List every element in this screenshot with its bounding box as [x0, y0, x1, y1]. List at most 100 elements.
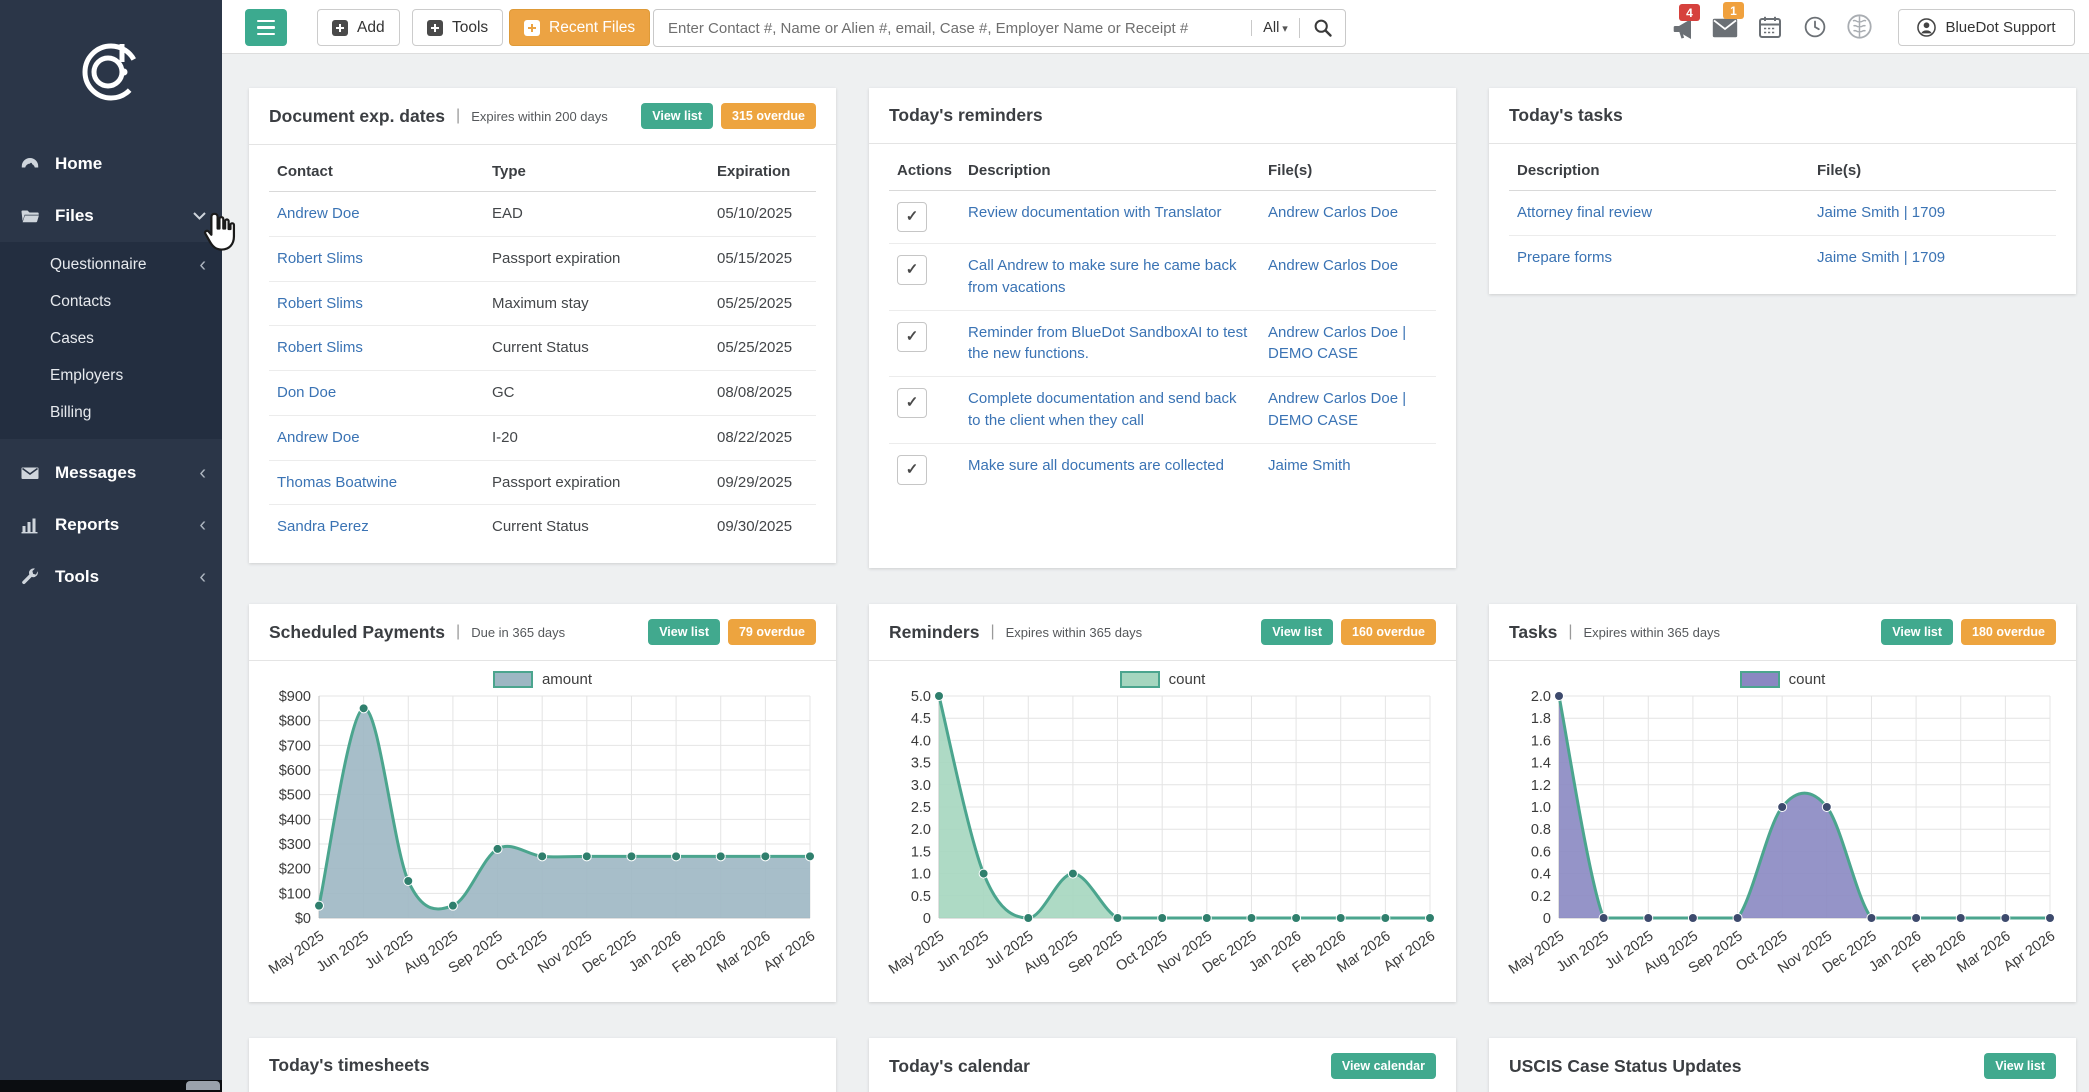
search-button[interactable]	[1299, 18, 1345, 38]
reminder-description-link[interactable]: Make sure all documents are collected	[968, 457, 1224, 474]
contact-link[interactable]: Robert Slims	[277, 339, 363, 356]
table-row: Andrew DoeI-2008/22/2025	[269, 415, 816, 460]
reminder-files-link[interactable]: Andrew Carlos Doe	[1268, 257, 1398, 274]
mail-badge[interactable]: 1	[1723, 2, 1744, 19]
legend-swatch	[1120, 671, 1160, 688]
recent-files-button[interactable]: Recent Files	[509, 9, 650, 46]
notification-badge[interactable]: 4	[1679, 4, 1700, 21]
reminder-checkbox[interactable]: ✓	[897, 202, 927, 232]
svg-text:0.8: 0.8	[1531, 822, 1551, 838]
contact-cell: Sandra Perez	[269, 505, 484, 549]
contact-link[interactable]: Thomas Boatwine	[277, 474, 397, 491]
contact-link[interactable]: Andrew Doe	[277, 429, 360, 446]
reminder-checkbox[interactable]: ✓	[897, 455, 927, 485]
add-button[interactable]: Add	[317, 9, 400, 46]
reminder-description-link[interactable]: Call Andrew to make sure he came back fr…	[968, 257, 1236, 296]
reminder-checkbox[interactable]: ✓	[897, 255, 927, 285]
svg-text:$200: $200	[279, 862, 311, 878]
topbar: Add Tools Recent Files All▾ 4 1	[222, 0, 2089, 54]
sidebar-item-reports[interactable]: Reports ‹	[0, 499, 222, 551]
sidebar-scroll-handle[interactable]	[186, 1081, 220, 1090]
chevron-down-icon	[193, 212, 206, 220]
reminder-files-link[interactable]: Jaime Smith	[1268, 457, 1351, 474]
expiration-cell: 05/25/2025	[709, 326, 816, 371]
reminder-files-link[interactable]: Andrew Carlos Doe | DEMO CASE	[1268, 390, 1406, 429]
contact-link[interactable]: Andrew Doe	[277, 205, 360, 222]
chevron-left-icon: ‹	[199, 567, 206, 587]
reminder-files-link[interactable]: Andrew Carlos Doe	[1268, 204, 1398, 221]
type-cell: GC	[484, 371, 709, 416]
reminder-description-link[interactable]: Reminder from BlueDot SandboxAI to test …	[968, 324, 1247, 363]
expiration-cell: 05/10/2025	[709, 192, 816, 237]
svg-text:May 2025: May 2025	[266, 928, 327, 978]
search-filter-dropdown[interactable]: All▾	[1251, 20, 1299, 36]
view-list-button[interactable]: View list	[1881, 619, 1953, 645]
mail-icon[interactable]	[1712, 17, 1738, 39]
contact-link[interactable]: Sandra Perez	[277, 518, 369, 535]
table-row: Prepare forms Jaime Smith | 1709	[1509, 235, 2056, 279]
sidebar-item-contacts[interactable]: Contacts	[0, 283, 222, 320]
reminder-description-link[interactable]: Review documentation with Translator	[968, 204, 1221, 221]
tools-button[interactable]: Tools	[412, 9, 503, 46]
actions-cell: ✓	[889, 310, 960, 377]
svg-text:3.0: 3.0	[911, 778, 931, 794]
view-list-button[interactable]: View list	[1261, 619, 1333, 645]
menu-toggle-button[interactable]	[245, 9, 287, 46]
column-header: Actions	[889, 148, 960, 191]
expiration-cell: 05/25/2025	[709, 281, 816, 326]
sidebar-item-employers[interactable]: Employers	[0, 357, 222, 394]
type-cell: Current Status	[484, 505, 709, 549]
overdue-badge-button[interactable]: 79 overdue	[728, 619, 816, 645]
svg-text:4.5: 4.5	[911, 711, 931, 727]
sidebar-item-files[interactable]: Files	[0, 190, 222, 242]
column-header: Expiration	[709, 149, 816, 192]
sidebar-item-billing[interactable]: Billing	[0, 394, 222, 431]
type-value: Current Status	[492, 518, 589, 535]
contact-link[interactable]: Don Doe	[277, 384, 336, 401]
reminder-checkbox[interactable]: ✓	[897, 388, 927, 418]
reminder-description-link[interactable]: Complete documentation and send back to …	[968, 390, 1237, 429]
actions-cell: ✓	[889, 191, 960, 244]
expiration-cell: 08/22/2025	[709, 415, 816, 460]
expiration-cell: 09/30/2025	[709, 505, 816, 549]
overdue-badge-button[interactable]: 315 overdue	[721, 103, 816, 129]
sidebar-item-home[interactable]: Home	[0, 138, 222, 190]
ai-brain-icon[interactable]	[1846, 13, 1873, 40]
sidebar-item-label: Reports	[55, 515, 119, 535]
support-account-button[interactable]: BlueDot Support	[1898, 9, 2075, 46]
search-input[interactable]	[654, 20, 1251, 37]
clock-icon[interactable]	[1804, 16, 1826, 38]
view-list-button[interactable]: View list	[648, 619, 720, 645]
card-tasks-chart: Tasks | Expires within 365 days View lis…	[1489, 604, 2076, 1002]
sidebar-item-tools[interactable]: Tools ‹	[0, 551, 222, 603]
app-logo[interactable]	[0, 0, 222, 138]
column-header: File(s)	[1809, 148, 2056, 191]
task-description-link[interactable]: Prepare forms	[1517, 249, 1612, 266]
table-row: Robert SlimsMaximum stay05/25/2025	[269, 281, 816, 326]
sidebar-item-cases[interactable]: Cases	[0, 320, 222, 357]
sidebar-item-messages[interactable]: Messages ‹	[0, 447, 222, 499]
view-calendar-button[interactable]: View calendar	[1331, 1053, 1436, 1079]
reminder-checkbox[interactable]: ✓	[897, 322, 927, 352]
contact-link[interactable]: Robert Slims	[277, 250, 363, 267]
view-list-button[interactable]: View list	[641, 103, 713, 129]
svg-text:2.5: 2.5	[911, 800, 931, 816]
type-value: Passport expiration	[492, 250, 620, 267]
global-search: All▾	[653, 9, 1346, 47]
svg-text:May 2025: May 2025	[1506, 928, 1567, 978]
sidebar-item-label: Billing	[50, 404, 91, 422]
sidebar-item-label: Files	[55, 206, 94, 226]
task-files-link[interactable]: Jaime Smith | 1709	[1817, 204, 1945, 221]
calendar-icon[interactable]	[1758, 15, 1782, 39]
column-header: Contact	[269, 149, 484, 192]
contact-cell: Robert Slims	[269, 281, 484, 326]
overdue-badge-button[interactable]: 180 overdue	[1961, 619, 2056, 645]
contact-link[interactable]: Robert Slims	[277, 295, 363, 312]
reminder-files-link[interactable]: Andrew Carlos Doe | DEMO CASE	[1268, 324, 1406, 363]
sidebar-item-questionnaire[interactable]: Questionnaire ‹	[0, 246, 222, 283]
view-list-button[interactable]: View list	[1984, 1053, 2056, 1079]
task-description-link[interactable]: Attorney final review	[1517, 204, 1652, 221]
chevron-left-icon: ‹	[199, 463, 206, 483]
task-files-link[interactable]: Jaime Smith | 1709	[1817, 249, 1945, 266]
overdue-badge-button[interactable]: 160 overdue	[1341, 619, 1436, 645]
